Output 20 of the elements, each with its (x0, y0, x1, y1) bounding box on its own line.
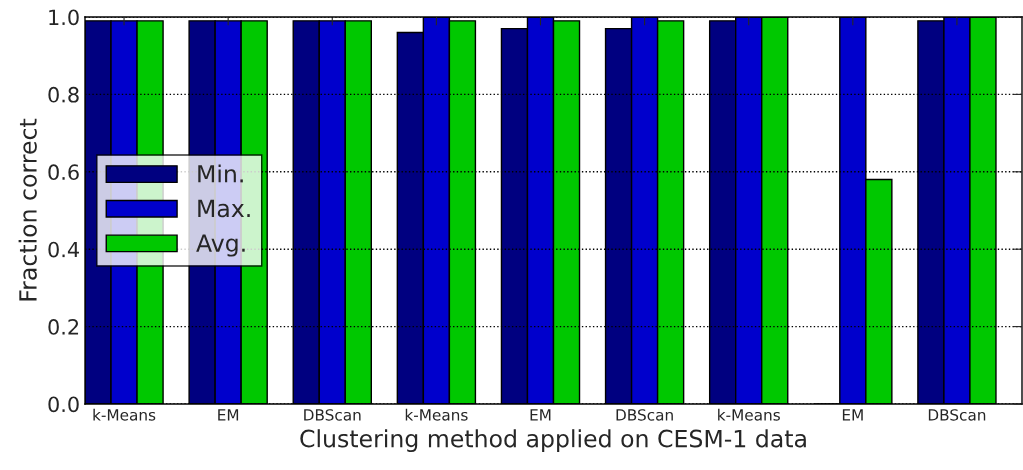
x-tick-label: EM (842, 409, 863, 421)
x-tick-label: EM (530, 409, 551, 421)
x-tick-label: DBScan (616, 409, 673, 421)
y-tick-label: 0.8 (48, 86, 79, 103)
x-tick-label: k-Means (93, 408, 156, 421)
x-tick-label: DBScan (928, 409, 986, 421)
y-axis-title: Fraction correct (18, 118, 37, 301)
x-tick-label: k-Means (718, 408, 780, 421)
y-tick-label: 0.4 (48, 241, 79, 258)
x-tick-label: DBScan (304, 409, 361, 421)
y-tick-label: 0.6 (48, 164, 79, 181)
legend-label: Min. (198, 164, 243, 183)
y-tick-label: 1.0 (49, 9, 79, 26)
y-tick-label: 0.2 (48, 319, 79, 335)
x-tick-label: EM (218, 409, 239, 421)
legend-label: Max. (198, 199, 250, 218)
x-tick-label: k-Means (405, 408, 468, 421)
x-axis-title: Clustering method applied on CESM-1 data (300, 429, 806, 453)
y-tick-label: 0.0 (48, 396, 79, 413)
legend-label: Avg. (196, 234, 245, 257)
